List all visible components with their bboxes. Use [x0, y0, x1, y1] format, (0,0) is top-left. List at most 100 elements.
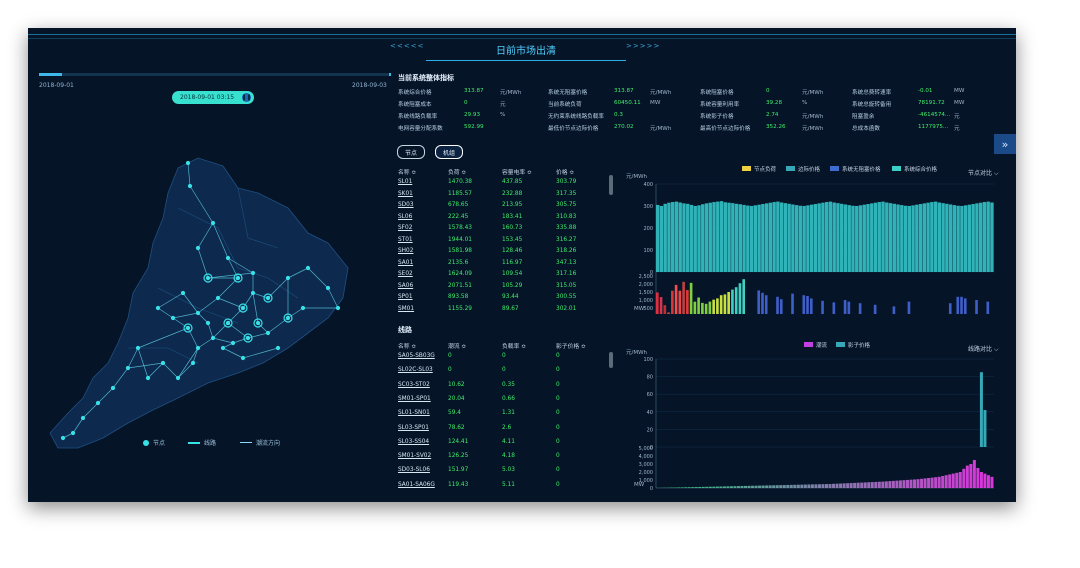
grid-line[interactable]: [162, 362, 179, 379]
flow-bar[interactable]: [909, 479, 913, 488]
price-bar[interactable]: [862, 204, 866, 272]
flow-bar[interactable]: [976, 468, 980, 488]
price-bar[interactable]: [956, 205, 960, 272]
flow-bar[interactable]: [772, 485, 776, 488]
price-bar[interactable]: [907, 206, 912, 272]
grid-node-ring[interactable]: [283, 313, 293, 323]
flow-bar[interactable]: [736, 486, 740, 488]
grid-node[interactable]: [335, 305, 341, 311]
row-name-link[interactable]: SE02: [398, 271, 413, 277]
flow-bar[interactable]: [856, 482, 860, 488]
grid-node[interactable]: [305, 265, 311, 271]
grid-map[interactable]: [38, 148, 378, 458]
price-bar[interactable]: [776, 201, 780, 272]
grid-node[interactable]: [225, 320, 231, 326]
flow-bar[interactable]: [817, 484, 821, 488]
flow-bar[interactable]: [807, 484, 811, 488]
price-bar[interactable]: [978, 202, 983, 272]
grid-node[interactable]: [255, 320, 261, 326]
flow-bar[interactable]: [948, 474, 952, 488]
grid-line[interactable]: [287, 267, 309, 279]
grid-node[interactable]: [70, 430, 76, 436]
price-bar[interactable]: [836, 203, 840, 272]
column-header[interactable]: 价格 ≎: [556, 170, 575, 176]
grid-line[interactable]: [207, 322, 214, 339]
price-bar[interactable]: [858, 205, 863, 272]
flow-bar[interactable]: [891, 480, 895, 488]
grid-node-ring[interactable]: [238, 303, 248, 313]
load-bar[interactable]: [806, 296, 809, 314]
flow-bar[interactable]: [972, 460, 976, 488]
flow-bar[interactable]: [867, 482, 871, 488]
price-bar[interactable]: [727, 202, 731, 272]
price-bar[interactable]: [757, 204, 761, 272]
price-bar[interactable]: [911, 205, 915, 272]
flow-bar[interactable]: [934, 477, 938, 488]
load-bar[interactable]: [847, 301, 851, 314]
flow-bar[interactable]: [951, 473, 955, 488]
load-bar[interactable]: [656, 292, 659, 314]
grid-line[interactable]: [227, 307, 244, 324]
row-name-link[interactable]: SL03-SS04: [398, 438, 430, 445]
load-bar[interactable]: [689, 282, 693, 314]
flow-bar[interactable]: [694, 487, 698, 488]
grid-node[interactable]: [155, 305, 161, 311]
price-bar[interactable]: [701, 204, 705, 272]
grid-node[interactable]: [160, 360, 166, 366]
price-bar[interactable]: [656, 204, 660, 272]
grid-node[interactable]: [245, 335, 251, 341]
column-header[interactable]: 容量电率 ≎: [502, 170, 532, 176]
price-bar[interactable]: [783, 203, 788, 272]
price-bar[interactable]: [772, 202, 776, 272]
load-bar[interactable]: [843, 300, 847, 314]
price-bar[interactable]: [915, 204, 919, 272]
price-bar[interactable]: [851, 205, 855, 272]
price-bar[interactable]: [873, 202, 878, 272]
grid-node[interactable]: [285, 275, 291, 281]
grid-node[interactable]: [210, 335, 216, 341]
flow-bar[interactable]: [898, 480, 902, 488]
load-bar[interactable]: [678, 290, 682, 314]
flow-bar[interactable]: [751, 485, 755, 488]
load-bar[interactable]: [682, 281, 685, 314]
grid-node[interactable]: [220, 345, 226, 351]
load-bar[interactable]: [821, 300, 824, 314]
flow-bar[interactable]: [825, 484, 828, 488]
price-bar[interactable]: [708, 202, 712, 272]
grid-node-ring[interactable]: [263, 293, 273, 303]
flow-bar[interactable]: [810, 484, 814, 488]
row-name-link[interactable]: SM01-SV02: [398, 453, 432, 460]
price-bar[interactable]: [918, 204, 923, 272]
price-bar[interactable]: [885, 202, 889, 272]
load-bar[interactable]: [948, 303, 952, 314]
grid-line[interactable]: [252, 292, 259, 324]
grid-line[interactable]: [232, 337, 249, 344]
price-bar[interactable]: [813, 204, 818, 272]
price-bar[interactable]: [982, 202, 987, 272]
load-bar[interactable]: [858, 303, 862, 314]
load-bar[interactable]: [779, 299, 783, 314]
grid-line[interactable]: [189, 185, 214, 224]
price-bar[interactable]: [779, 202, 784, 272]
flow-bar[interactable]: [758, 485, 762, 488]
price-bar[interactable]: [686, 203, 690, 272]
price-bar[interactable]: [903, 205, 908, 272]
flow-bar[interactable]: [814, 484, 818, 488]
flow-bar[interactable]: [962, 468, 966, 488]
flow-bar[interactable]: [768, 485, 772, 488]
price-bar[interactable]: [716, 201, 720, 272]
line-compare-dropdown[interactable]: 线路对比 ⌵: [968, 344, 999, 354]
flow-bar[interactable]: [884, 481, 888, 488]
price-bar[interactable]: [746, 205, 750, 272]
grid-node-ring[interactable]: [203, 273, 213, 283]
load-bar[interactable]: [960, 296, 963, 314]
grid-line[interactable]: [177, 347, 199, 379]
grid-node[interactable]: [185, 160, 191, 166]
flow-bar[interactable]: [835, 483, 839, 488]
grid-node[interactable]: [215, 295, 221, 301]
grid-node[interactable]: [250, 290, 256, 296]
grid-node-ring[interactable]: [183, 323, 193, 333]
flow-bar[interactable]: [796, 484, 800, 488]
price-bar[interactable]: [723, 202, 727, 272]
flow-bar[interactable]: [684, 487, 688, 488]
